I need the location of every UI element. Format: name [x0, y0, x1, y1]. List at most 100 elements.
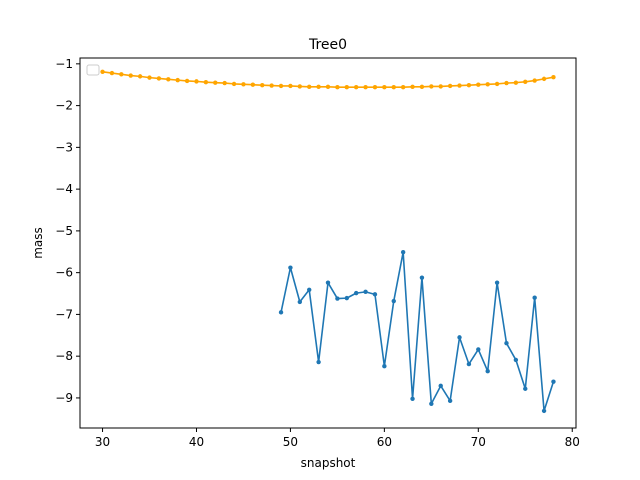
series-1-point — [551, 75, 556, 80]
series-1-point — [410, 84, 415, 90]
series-0-point — [429, 401, 434, 406]
series-1-point — [344, 85, 349, 90]
x-tick-label: 30 — [95, 435, 110, 449]
series-1-point — [260, 82, 265, 88]
series-0-point — [307, 287, 312, 292]
series-0-point — [344, 295, 349, 301]
x-tick-label: 60 — [377, 435, 392, 449]
y-tick-label: −7 — [55, 307, 73, 321]
y-tick-label: −8 — [55, 349, 73, 363]
series-1-point — [119, 72, 124, 77]
series-0-point — [410, 396, 415, 401]
series-1-point — [184, 78, 190, 84]
series-0-point — [523, 386, 528, 391]
y-tick-label: −4 — [55, 182, 73, 196]
series-1-point — [100, 69, 105, 74]
series-0-point — [466, 361, 472, 367]
series-0 — [278, 249, 556, 414]
series-0-point — [532, 295, 537, 300]
series-0-point — [353, 290, 359, 296]
series-0-point — [438, 383, 443, 389]
series-1-point — [194, 79, 199, 84]
series-0-point — [278, 310, 284, 315]
chart-title: Tree0 — [308, 37, 347, 53]
series-1-point — [363, 85, 368, 90]
series-1-point — [147, 75, 152, 80]
series-1-point — [156, 76, 162, 81]
series-1-point — [288, 83, 293, 89]
series-1-point — [391, 85, 396, 90]
series-1-point — [532, 78, 537, 83]
series-1-point — [457, 83, 462, 88]
series-0-point — [419, 275, 425, 280]
series-1-point — [325, 84, 331, 90]
series-1-point — [541, 76, 547, 82]
series-1-point — [109, 70, 115, 76]
plot-frame — [79, 57, 577, 429]
series-1-point — [447, 83, 453, 89]
series-1-point — [137, 74, 143, 79]
series-1-point — [523, 79, 528, 85]
series-0-point — [400, 249, 406, 255]
series-1-point — [213, 80, 218, 85]
series-1-point — [438, 84, 443, 89]
series-1-point — [278, 83, 284, 89]
series-1-point — [222, 80, 227, 86]
series-0-point — [391, 298, 396, 304]
y-tick-label: −2 — [55, 99, 73, 113]
series-1-point — [476, 82, 481, 87]
y-tick-label: −9 — [55, 391, 73, 405]
series-0-point — [297, 299, 303, 305]
y-tick-label: −3 — [55, 140, 73, 154]
series-0-point — [288, 265, 293, 270]
series-0-point — [372, 292, 378, 297]
series-0-point — [457, 335, 462, 340]
series-1-point — [166, 77, 171, 82]
series-0-line — [280, 251, 555, 412]
x-tick-label: 80 — [565, 435, 580, 449]
series-1-point — [316, 84, 321, 90]
series-1 — [100, 69, 556, 90]
series-1-point — [307, 84, 312, 90]
series-1-point — [297, 84, 303, 89]
series-0-point — [494, 280, 500, 285]
x-tick-label: 40 — [189, 435, 204, 449]
series-1-point — [400, 85, 406, 90]
y-axis: −9 −8 −7 −6 −5 −4 −3 −2 −1 — [55, 57, 80, 405]
series-0-point — [316, 359, 321, 365]
series-1-point — [241, 82, 246, 87]
series-0-point — [447, 398, 453, 404]
series-layer — [100, 69, 556, 414]
x-axis-title: snapshot — [301, 456, 356, 470]
series-1-point — [175, 77, 180, 83]
y-tick-label: −1 — [55, 57, 73, 71]
x-tick-label: 50 — [283, 435, 298, 449]
series-0-point — [485, 369, 490, 374]
series-1-point — [466, 82, 472, 88]
series-1-point — [128, 73, 133, 78]
series-1-point — [353, 85, 359, 90]
series-1-point — [429, 84, 434, 89]
series-1-point — [372, 85, 378, 90]
series-0-point — [382, 363, 387, 369]
series-0-point — [513, 357, 519, 363]
series-1-point — [504, 80, 509, 86]
y-tick-label: −6 — [55, 266, 73, 280]
series-1-point — [231, 81, 237, 87]
x-tick-label: 70 — [471, 435, 486, 449]
series-0-point — [541, 408, 547, 414]
series-0-point — [325, 280, 331, 285]
series-0-point — [504, 341, 509, 346]
series-1-point — [382, 85, 387, 90]
series-1-point — [335, 85, 340, 90]
legend-box — [86, 64, 100, 76]
series-1-point — [250, 82, 256, 87]
series-0-point — [363, 289, 368, 295]
series-1-point — [269, 83, 274, 88]
y-tick-label: −5 — [55, 224, 73, 238]
series-1-point — [513, 80, 519, 85]
series-1-point — [203, 80, 209, 85]
series-1-point — [419, 84, 425, 90]
series-0-point — [476, 347, 481, 352]
